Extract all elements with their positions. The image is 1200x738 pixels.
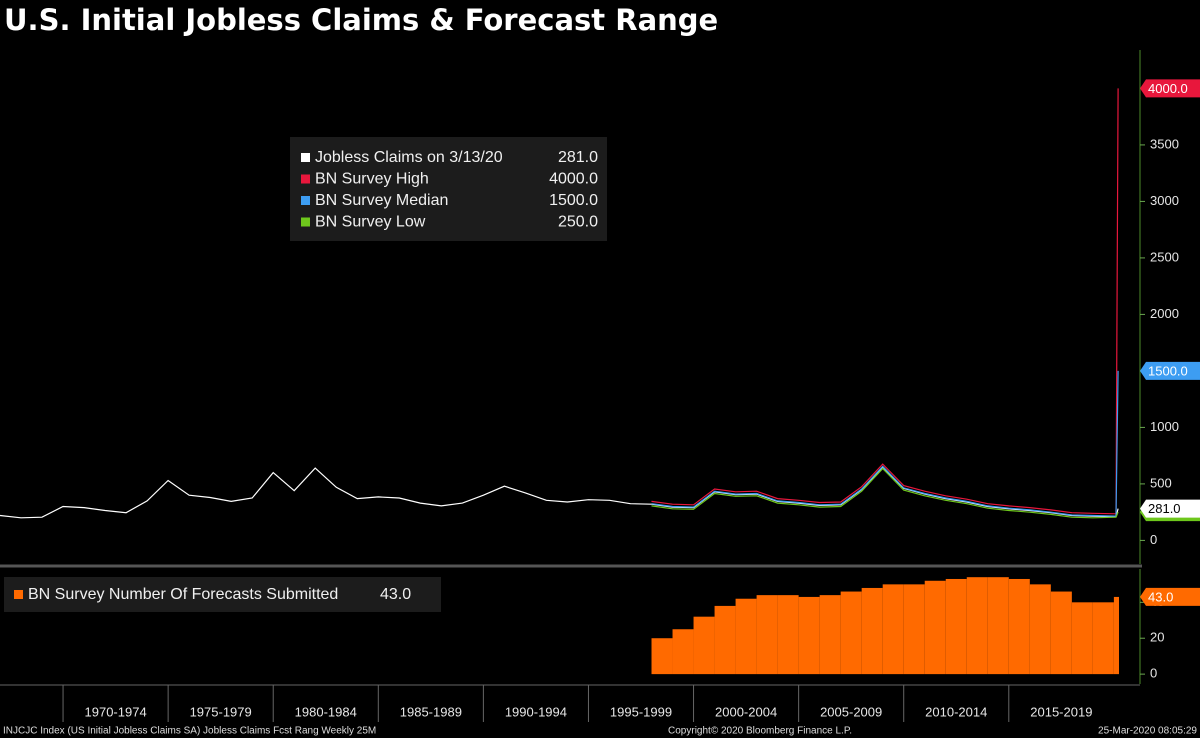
bar (798, 596, 820, 675)
x-tick-label: 1970-1974 (85, 704, 147, 719)
series-line (651, 88, 1119, 515)
value-tag-label: 4000.0 (1148, 81, 1188, 96)
legend-label: BN Survey Median (315, 192, 448, 209)
bar (1029, 584, 1051, 675)
bar (1008, 578, 1030, 675)
bar (777, 595, 799, 675)
bar (1071, 602, 1093, 675)
legend-label: Jobless Claims on 3/13/20 (315, 149, 503, 166)
legend-box (290, 137, 607, 241)
legend-value: 250.0 (558, 214, 598, 231)
value-tag-label: 1500.0 (1148, 363, 1188, 378)
bar (693, 616, 715, 675)
overlay: 250.0 1500.0 4000.0 281.0 Jobless Claims on … (4, 79, 1200, 722)
y-tick-label: 1000 (1150, 419, 1179, 434)
bar (1092, 602, 1114, 675)
plot: 0500100015002000250030003500400002040 (0, 80, 1179, 681)
legend-swatch (301, 217, 310, 227)
value-tag (1140, 79, 1200, 98)
legend-box (4, 577, 441, 612)
y-tick-label: 0 (1150, 666, 1157, 681)
bar (756, 595, 778, 675)
y-tick-label: 2000 (1150, 306, 1179, 321)
y-tick-label: 20 (1150, 630, 1164, 645)
x-tick-label: 1980-1984 (295, 704, 357, 719)
bar (861, 587, 883, 675)
x-tick-label: 1990-1994 (505, 704, 567, 719)
value-tag (1140, 361, 1200, 380)
legend-swatch (14, 590, 23, 599)
legend-swatch (301, 174, 310, 184)
footer-center: Copyright© 2020 Bloomberg Finance L.P. (668, 726, 852, 737)
y-tick-label: 2500 (1150, 249, 1179, 264)
y-tick-label: 0 (1150, 532, 1157, 547)
bar (819, 595, 841, 675)
legend-label: BN Survey High (315, 171, 429, 188)
bar (924, 580, 946, 675)
value-tag-label: 43.0 (1148, 589, 1173, 604)
y-tick-label: 3500 (1150, 136, 1179, 151)
legend-label: BN Survey Number Of Forecasts Submitted (28, 586, 338, 603)
chart-title: U.S. Initial Jobless Claims & Forecast R… (4, 3, 718, 37)
bar (882, 584, 904, 675)
y-tick-label: 3000 (1150, 193, 1179, 208)
y-tick-label: 500 (1150, 475, 1172, 490)
value-tag (1140, 499, 1200, 518)
x-tick-label: 2005-2009 (820, 704, 882, 719)
bar (1050, 591, 1072, 675)
bar (945, 578, 967, 675)
value-tag (1140, 587, 1200, 606)
series-line (651, 467, 1119, 519)
bar (987, 577, 1009, 675)
footer-left: INJCJC Index (US Initial Jobless Claims … (3, 726, 376, 737)
bar (672, 629, 694, 675)
series-line (651, 370, 1119, 517)
legend-swatch (301, 153, 310, 162)
bar (840, 591, 862, 675)
x-tick-label: 1975-1979 (190, 704, 252, 719)
x-tick-label: 1985-1989 (400, 704, 462, 719)
bar (714, 605, 736, 675)
bar (966, 577, 988, 675)
legend-value: 1500.0 (549, 192, 598, 209)
bar (903, 584, 925, 675)
legend-value: 4000.0 (549, 171, 598, 188)
x-tick-label: 2000-2004 (715, 704, 777, 719)
legend-value: 281.0 (558, 149, 598, 166)
x-tick-label: 1995-1999 (610, 704, 672, 719)
legend-label: BN Survey Low (315, 214, 426, 231)
value-tag-label: 281.0 (1148, 501, 1181, 516)
bar (735, 598, 757, 675)
bar (1113, 596, 1119, 675)
legend-value: 43.0 (380, 586, 411, 603)
x-tick-label: 2010-2014 (925, 704, 987, 719)
x-tick-label: 2015-2019 (1030, 704, 1092, 719)
footer-right: 25-Mar-2020 08:05:29 (1098, 726, 1197, 737)
legend-swatch (301, 196, 310, 205)
bar (651, 638, 673, 675)
